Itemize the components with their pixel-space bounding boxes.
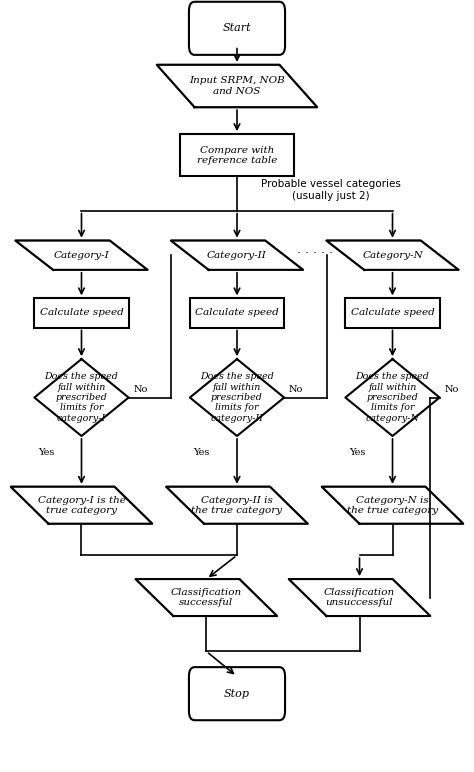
Polygon shape: [171, 241, 303, 270]
Text: No: No: [133, 385, 148, 394]
Text: Compare with
reference table: Compare with reference table: [197, 146, 277, 165]
Polygon shape: [166, 487, 308, 523]
Text: Calculate speed: Calculate speed: [351, 309, 434, 317]
Text: Yes: Yes: [349, 448, 365, 456]
Text: No: No: [289, 385, 303, 394]
Text: Does the speed
fall within
prescribed
limits for
category-N: Does the speed fall within prescribed li…: [356, 372, 429, 423]
Polygon shape: [136, 579, 277, 616]
Text: Calculate speed: Calculate speed: [195, 309, 279, 317]
Text: Classification
successful: Classification successful: [171, 587, 242, 608]
Text: Input SRPM, NOB
and NOS: Input SRPM, NOB and NOS: [189, 76, 285, 96]
Text: Does the speed
fall within
prescribed
limits for
category-II: Does the speed fall within prescribed li…: [200, 372, 274, 423]
Polygon shape: [327, 241, 458, 270]
Polygon shape: [190, 359, 284, 436]
Text: Start: Start: [223, 23, 251, 33]
Text: Yes: Yes: [38, 448, 55, 456]
Text: Yes: Yes: [193, 448, 210, 456]
Polygon shape: [322, 487, 463, 523]
FancyBboxPatch shape: [181, 134, 293, 176]
Text: Classification
unsuccessful: Classification unsuccessful: [324, 587, 395, 608]
Polygon shape: [157, 65, 317, 107]
Polygon shape: [16, 241, 147, 270]
Polygon shape: [11, 487, 152, 523]
Text: No: No: [444, 385, 459, 394]
Text: Category-I: Category-I: [54, 251, 109, 259]
Text: Category-I is the
true category: Category-I is the true category: [37, 496, 126, 515]
FancyBboxPatch shape: [190, 298, 284, 327]
FancyBboxPatch shape: [189, 667, 285, 720]
FancyBboxPatch shape: [35, 298, 128, 327]
Text: · · · · ·: · · · · ·: [297, 247, 333, 260]
Polygon shape: [289, 579, 430, 616]
Text: Category-II: Category-II: [207, 251, 267, 259]
Text: Category-II is
the true category: Category-II is the true category: [191, 496, 283, 515]
FancyBboxPatch shape: [189, 2, 285, 55]
FancyBboxPatch shape: [346, 298, 439, 327]
Polygon shape: [35, 359, 128, 436]
Text: Category-N: Category-N: [362, 251, 423, 259]
Text: Stop: Stop: [224, 689, 250, 699]
Text: Probable vessel categories
(usually just 2): Probable vessel categories (usually just…: [261, 179, 401, 201]
Polygon shape: [346, 359, 439, 436]
Text: Does the speed
fall within
prescribed
limits for
category-I: Does the speed fall within prescribed li…: [45, 372, 118, 423]
Text: Calculate speed: Calculate speed: [40, 309, 123, 317]
Text: Category-N is
the true category: Category-N is the true category: [347, 496, 438, 515]
